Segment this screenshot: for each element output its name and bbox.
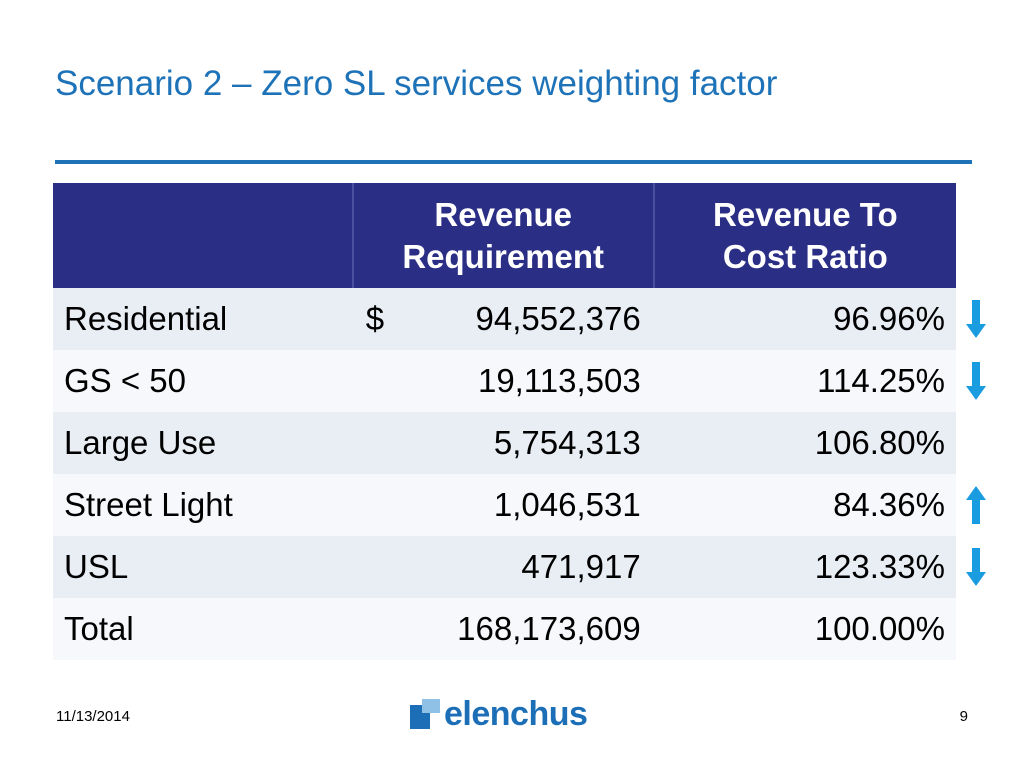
- table-row: Residential $94,552,376 96.96%: [53, 288, 986, 350]
- arrow-down-icon: [966, 300, 986, 338]
- row-label: Total: [53, 598, 353, 660]
- ratio-value: 84.36%: [833, 486, 945, 523]
- logo-wordmark: elenchus: [444, 694, 588, 733]
- header-revenue-to-cost-ratio: Revenue To Cost Ratio: [652, 183, 956, 288]
- ratio-value: 123.33%: [814, 548, 945, 585]
- arrow-down-icon: [966, 362, 986, 400]
- revenue-table: Revenue Requirement Revenue To Cost Ratio …: [53, 183, 986, 660]
- footer-date: 11/13/2014: [56, 708, 130, 725]
- revenue-cell: 471,917: [352, 536, 679, 598]
- row-label: USL: [53, 536, 353, 598]
- table-row: USL 471,917 123.33%: [53, 536, 986, 598]
- title-underline: [55, 160, 972, 164]
- revenue-cell: 1,046,531: [352, 474, 679, 536]
- logo-mark-icon: [410, 699, 440, 729]
- header-revenue-requirement: Revenue Requirement: [351, 183, 654, 288]
- ratio-cell: 123.33%: [653, 536, 986, 598]
- currency-symbol: $: [365, 300, 385, 337]
- elenchus-logo: elenchus: [410, 692, 588, 736]
- ratio-cell: 96.96%: [653, 288, 986, 350]
- ratio-cell: 100.00%: [653, 598, 956, 660]
- header-empty: [53, 183, 353, 288]
- revenue-cell: 19,113,503: [352, 350, 679, 412]
- revenue-value: 19,113,503: [477, 362, 641, 399]
- row-label: Residential: [53, 288, 353, 350]
- row-label: GS < 50: [53, 350, 353, 412]
- ratio-cell: 106.80%: [653, 412, 956, 474]
- revenue-value: 5,754,313: [493, 424, 641, 461]
- slide-title: Scenario 2 – Zero SL services weighting …: [55, 64, 778, 103]
- revenue-value: 94,552,376: [475, 300, 641, 337]
- revenue-cell: 168,173,609: [352, 598, 654, 660]
- ratio-value: 106.80%: [814, 424, 945, 461]
- row-label: Street Light: [53, 474, 353, 536]
- table-row: Total 168,173,609 100.00%: [53, 598, 956, 660]
- table-row: Large Use 5,754,313 106.80%: [53, 412, 956, 474]
- arrow-down-icon: [966, 548, 986, 586]
- table-row: GS < 50 19,113,503 114.25%: [53, 350, 986, 412]
- arrow-up-icon: [966, 486, 986, 524]
- ratio-cell: 114.25%: [653, 350, 986, 412]
- row-label: Large Use: [53, 412, 353, 474]
- ratio-value: 96.96%: [833, 300, 945, 337]
- page-number: 9: [959, 708, 968, 725]
- ratio-cell: 84.36%: [653, 474, 986, 536]
- ratio-value: 100.00%: [814, 610, 945, 647]
- table-header-row: Revenue Requirement Revenue To Cost Ratio: [53, 183, 956, 288]
- table-row: Street Light 1,046,531 84.36%: [53, 474, 986, 536]
- revenue-cell: 5,754,313: [352, 412, 654, 474]
- revenue-value: 1,046,531: [493, 486, 641, 523]
- revenue-value: 168,173,609: [457, 610, 641, 647]
- revenue-cell: $94,552,376: [352, 288, 679, 350]
- revenue-value: 471,917: [521, 548, 641, 585]
- ratio-value: 114.25%: [817, 362, 945, 399]
